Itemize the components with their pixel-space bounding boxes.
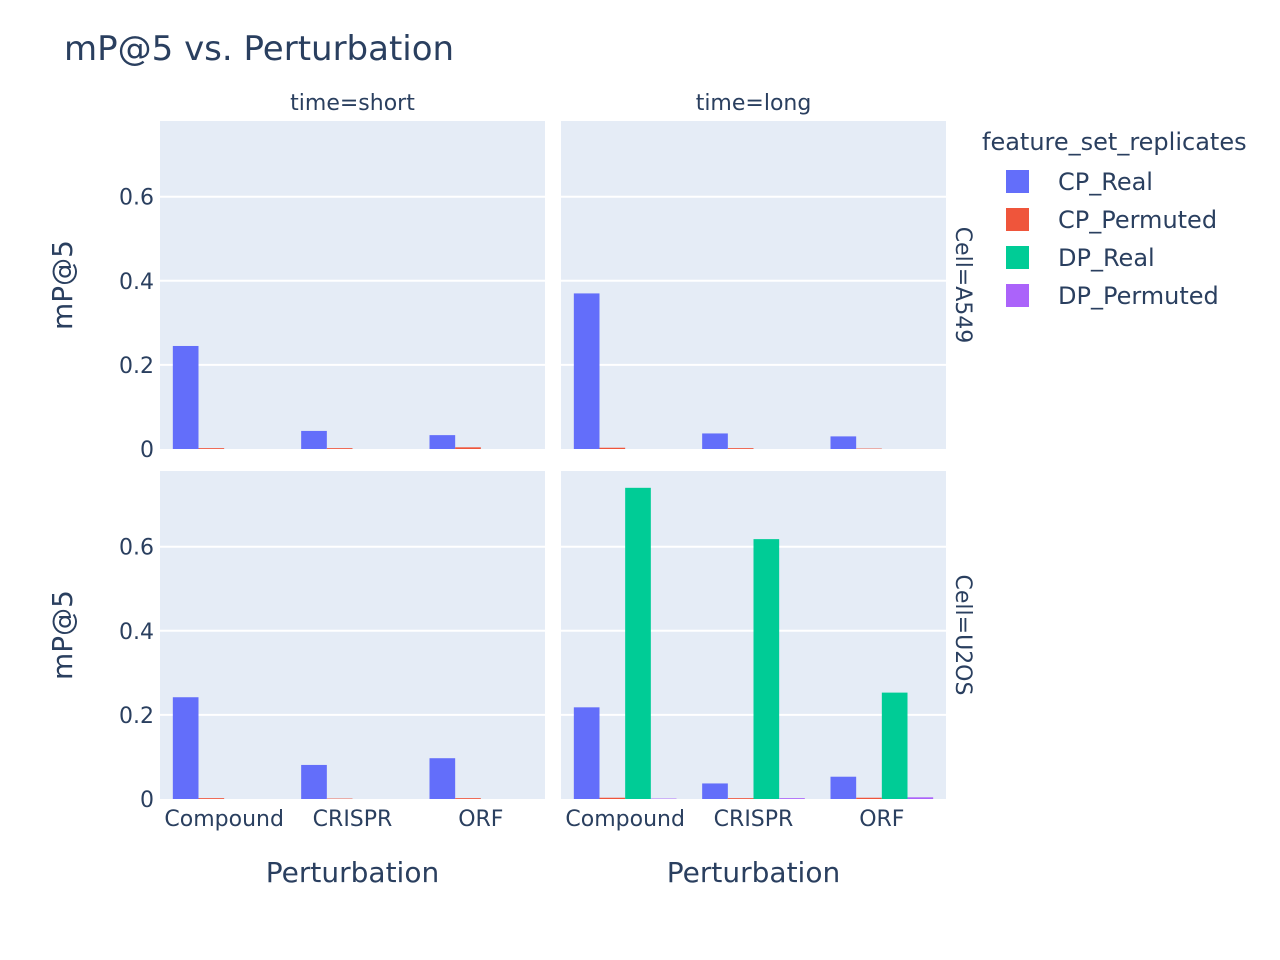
bar-cp-permuted [599, 447, 626, 449]
y-axis-title: mP@5 [46, 240, 79, 330]
bar-cp-permuted [727, 798, 754, 799]
x-tick-label: ORF [859, 807, 904, 832]
x-tick-label: CRISPR [714, 807, 794, 832]
y-axis-title: mP@5 [46, 590, 79, 680]
bar-dp-real [753, 539, 780, 799]
panel-background [561, 121, 946, 449]
bar-cp-real [172, 345, 199, 449]
legend-title: feature_set_replicates [982, 128, 1247, 156]
legend-swatch [1006, 170, 1029, 193]
legend-label: DP_Real [1058, 244, 1155, 272]
bar-cp-permuted [856, 797, 882, 799]
y-tick-label: 0.6 [119, 186, 154, 211]
legend-swatch [1006, 246, 1029, 269]
bar-cp-real [301, 764, 327, 799]
bar-cp-real [301, 430, 327, 449]
y-tick-label: 0.4 [119, 270, 154, 295]
bar-cp-real [702, 433, 728, 449]
bar-cp-real [429, 758, 456, 799]
legend-swatch [1006, 208, 1029, 231]
bar-cp-real [172, 697, 199, 799]
bar-cp-permuted [599, 797, 626, 799]
y-tick-label: 0 [140, 438, 154, 463]
legend: feature_set_replicates CP_Real CP_Permute… [982, 128, 1247, 310]
bar-cp-permuted [198, 448, 225, 449]
bar-cp-permuted [727, 448, 754, 449]
x-axis-title: Perturbation [667, 856, 840, 889]
bar-cp-permuted [455, 447, 481, 449]
chart-panels: 0 0.2 0.4 0.6 0 0.2 0.4 0.6 Compound CRISPR ORF Com… [46, 91, 975, 889]
column-facet-label: time=long [696, 91, 812, 116]
x-tick-label: Compound [565, 807, 685, 832]
legend-label: CP_Real [1058, 168, 1153, 196]
x-axis-title: Perturbation [266, 856, 439, 889]
column-facet-label: time=short [290, 91, 415, 116]
bar-cp-real [429, 435, 456, 449]
x-tick-label: Compound [164, 807, 284, 832]
legend-swatch [1006, 284, 1029, 307]
bar-dp-real [881, 692, 908, 799]
bar-cp-permuted [455, 798, 481, 799]
chart-title: mP@5 vs. Perturbation [64, 29, 454, 69]
panel-background [160, 471, 545, 799]
legend-label: CP_Permuted [1058, 206, 1217, 234]
panel-background [160, 121, 545, 449]
bar-cp-permuted [198, 798, 225, 799]
bar-dp-permuted [907, 797, 934, 799]
bar-cp-real [573, 293, 600, 449]
y-tick-label: 0 [140, 788, 154, 813]
x-tick-label: CRISPR [313, 807, 393, 832]
y-tick-label: 0.2 [119, 354, 154, 379]
bar-cp-real [830, 436, 857, 449]
bar-dp-real [625, 487, 651, 799]
y-tick-label: 0.2 [119, 704, 154, 729]
bar-cp-real [830, 776, 857, 799]
bar-cp-real [573, 707, 600, 799]
bar-cp-real [702, 783, 728, 799]
bar-dp-permuted [779, 798, 805, 799]
row-facet-label: Cell=A549 [950, 227, 975, 344]
y-tick-label: 0.4 [119, 620, 154, 645]
bar-cp-permuted [326, 448, 353, 449]
row-facet-label: Cell=U2OS [950, 575, 975, 696]
y-tick-label: 0.6 [119, 536, 154, 561]
x-tick-label: ORF [458, 807, 503, 832]
legend-label: DP_Permuted [1058, 282, 1219, 310]
